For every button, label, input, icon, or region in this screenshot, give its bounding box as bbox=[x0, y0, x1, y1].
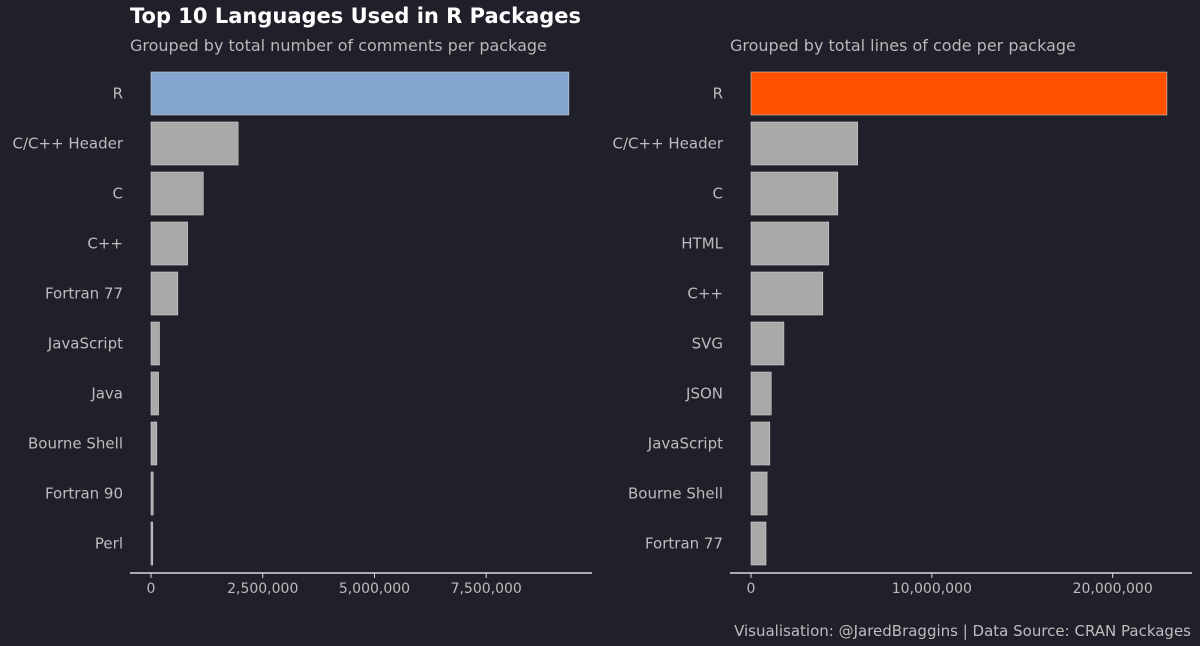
x-tick-label-1-0: 0 bbox=[747, 581, 756, 597]
category-label-0-0: R bbox=[113, 85, 123, 103]
category-label-0-8: Fortran 90 bbox=[45, 485, 123, 503]
x-tick-label-1-1: 10,000,000 bbox=[892, 581, 972, 597]
right-chart-subtitle: Grouped by total lines of code per packa… bbox=[730, 36, 1076, 55]
category-label-1-2: C bbox=[713, 185, 723, 203]
category-label-1-3: HTML bbox=[681, 235, 723, 253]
bar-1-0 bbox=[750, 71, 1168, 116]
bar-1-6 bbox=[750, 371, 772, 416]
bar-0-3 bbox=[150, 221, 188, 266]
bar-0-9 bbox=[150, 521, 154, 566]
bar-1-4 bbox=[750, 271, 824, 316]
bar-0-5 bbox=[150, 321, 160, 366]
x-tick-label-0-0: 0 bbox=[147, 581, 156, 597]
category-label-0-9: Perl bbox=[95, 535, 123, 553]
category-label-1-6: JSON bbox=[685, 385, 723, 403]
bar-1-1 bbox=[750, 121, 858, 166]
bar-0-7 bbox=[150, 421, 158, 466]
bar-1-2 bbox=[750, 171, 839, 216]
bar-1-9 bbox=[750, 521, 767, 566]
category-label-1-0: R bbox=[713, 85, 723, 103]
chart-title: Top 10 Languages Used in R Packages bbox=[130, 4, 582, 28]
x-tick-label-0-3: 7,500,000 bbox=[451, 581, 522, 597]
x-tick-label-0-1: 2,500,000 bbox=[227, 581, 298, 597]
bar-0-4 bbox=[150, 271, 179, 316]
category-label-0-5: JavaScript bbox=[47, 335, 123, 353]
category-label-1-5: SVG bbox=[692, 335, 723, 353]
category-label-1-1: C/C++ Header bbox=[612, 135, 723, 153]
category-label-0-3: C++ bbox=[87, 235, 123, 253]
category-label-0-6: Java bbox=[90, 385, 123, 403]
category-label-1-8: Bourne Shell bbox=[628, 485, 723, 503]
x-tick-label-1-2: 20,000,000 bbox=[1073, 581, 1153, 597]
bar-0-1 bbox=[150, 121, 239, 166]
bar-0-8 bbox=[150, 471, 154, 516]
category-label-0-7: Bourne Shell bbox=[28, 435, 123, 453]
category-label-1-9: Fortran 77 bbox=[645, 535, 723, 553]
left-chart-subtitle: Grouped by total number of comments per … bbox=[130, 36, 547, 55]
comments-bar-chart: R C/C++ Header C C++ Fortran 77 JavaScript Jav… bbox=[12, 71, 592, 597]
category-label-0-2: C bbox=[113, 185, 123, 203]
x-tick-label-0-2: 5,000,000 bbox=[339, 581, 410, 597]
bar-0-6 bbox=[150, 371, 159, 416]
category-label-1-4: C++ bbox=[687, 285, 723, 303]
category-label-0-1: C/C++ Header bbox=[12, 135, 123, 153]
bar-1-3 bbox=[750, 221, 830, 266]
bar-1-7 bbox=[750, 421, 771, 466]
bar-0-0 bbox=[150, 71, 570, 116]
bar-1-8 bbox=[750, 471, 768, 516]
bar-1-5 bbox=[750, 321, 785, 366]
bar-0-2 bbox=[150, 171, 204, 216]
source-caption: Visualisation: @JaredBraggins | Data Sou… bbox=[734, 622, 1191, 640]
category-label-0-4: Fortran 77 bbox=[45, 285, 123, 303]
category-label-1-7: JavaScript bbox=[647, 435, 723, 453]
